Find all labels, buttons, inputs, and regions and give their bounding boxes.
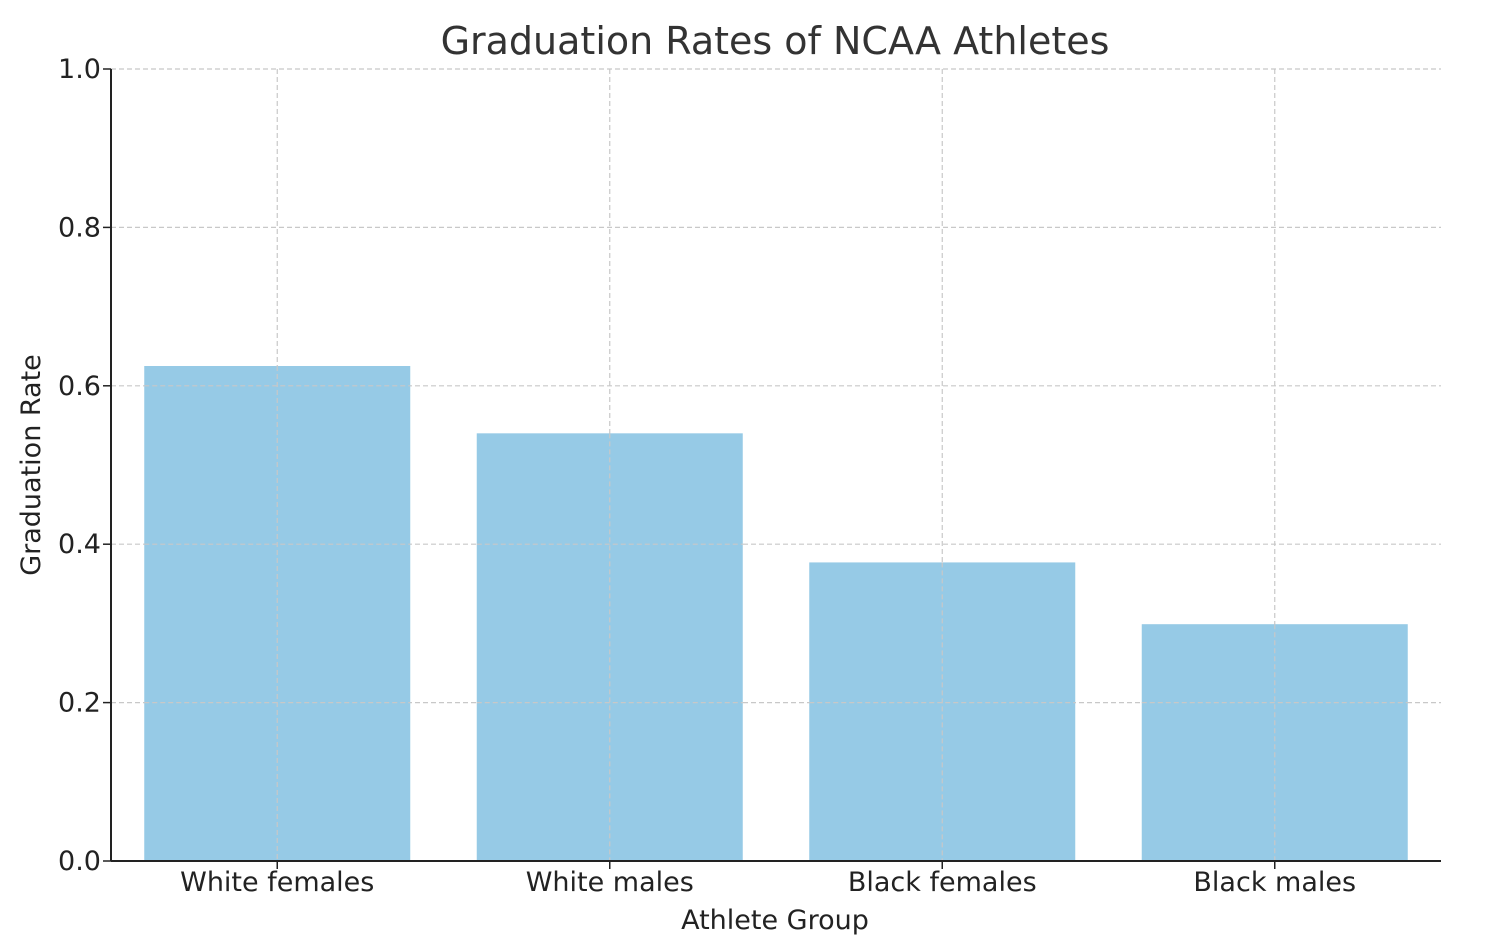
ticks: 0.0 0.2 0.4 0.6 0.8 1.0 White females White mal…	[58, 54, 1356, 898]
axes	[110, 69, 1441, 862]
bars	[144, 366, 1408, 861]
x-tick-label: Black males	[1193, 867, 1356, 898]
x-tick-label: Black females	[848, 867, 1037, 898]
y-tick-label: 0.2	[58, 688, 101, 719]
y-tick-label: 0.4	[58, 529, 101, 560]
x-tick-label: White males	[526, 867, 694, 898]
chart-title: Graduation Rates of NCAA Athletes	[441, 19, 1110, 63]
y-tick-label: 1.0	[58, 54, 101, 85]
x-axis-label: Athlete Group	[681, 905, 869, 936]
y-tick-label: 0.6	[58, 371, 101, 402]
y-tick-label: 0.8	[58, 212, 101, 243]
bar-black-males	[1141, 624, 1408, 861]
y-tick-label: 0.0	[58, 846, 101, 877]
y-axis-label: Graduation Rate	[16, 354, 47, 576]
x-tick-label: White females	[180, 867, 374, 898]
